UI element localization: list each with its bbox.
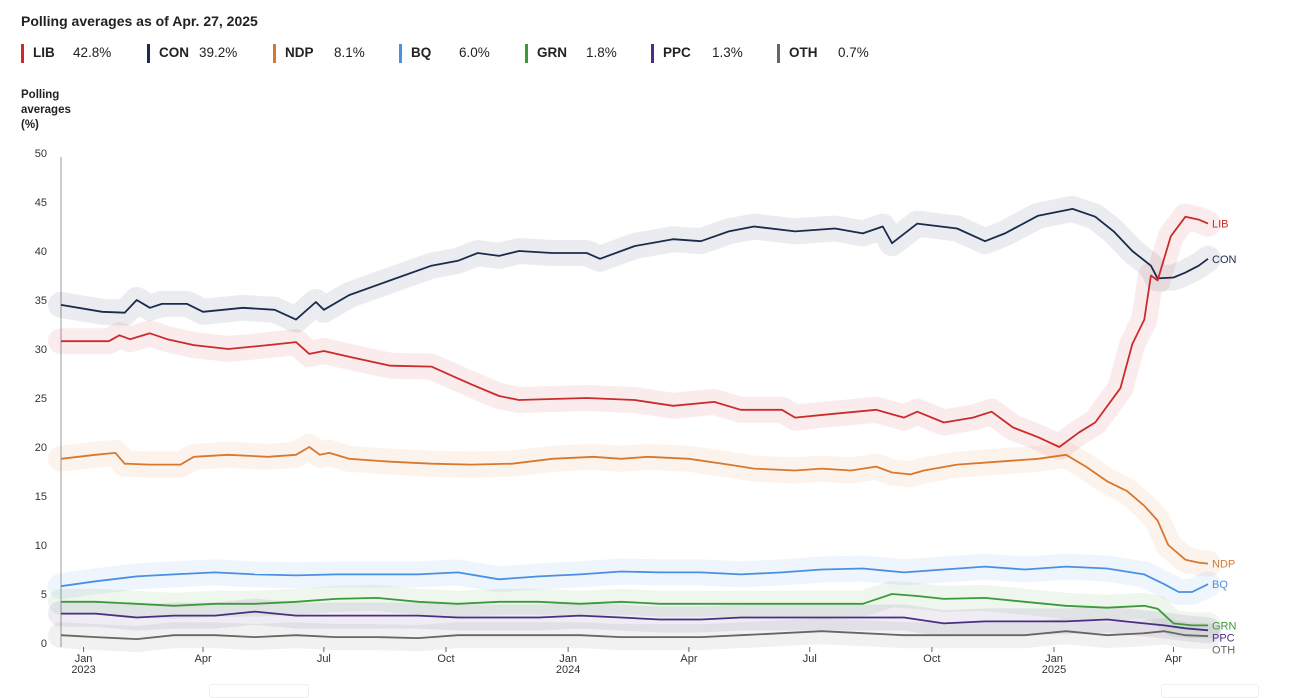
series-line-lib xyxy=(61,215,1209,448)
x-tick-label: Apr xyxy=(1165,653,1182,665)
series-line-oth xyxy=(60,630,1209,640)
y-tick-label: 25 xyxy=(35,393,47,405)
legend-code-con: CON xyxy=(159,45,189,60)
series-band-ndp xyxy=(48,434,1221,577)
series-end-label-oth: OTH xyxy=(1212,644,1235,656)
y-tick-label: 35 xyxy=(35,295,47,307)
x-tick-label: Jan xyxy=(1045,653,1063,665)
series-end-label-lib: LIB xyxy=(1212,219,1229,231)
legend-swatch-oth xyxy=(777,44,780,63)
series-band-bq xyxy=(48,553,1221,605)
x-tick-year-label: 2023 xyxy=(71,664,95,676)
y-tick-label: 40 xyxy=(35,246,47,258)
legend-value-ppc: 1.3% xyxy=(712,45,743,60)
series-end-label-ppc: PPC xyxy=(1212,632,1235,644)
legend-value-ndp: 8.1% xyxy=(334,45,365,60)
x-tick-label: Apr xyxy=(680,653,697,665)
chart-title: Polling averages as of Apr. 27, 2025 xyxy=(21,13,258,29)
series-end-label-ndp: NDP xyxy=(1212,559,1235,571)
y-axis-title-line-3: (%) xyxy=(21,119,39,131)
series-line-bq xyxy=(60,565,1209,593)
y-axis-title-line-1: Polling xyxy=(21,89,60,101)
x-tick-label: Jul xyxy=(317,653,331,665)
y-tick-label: 15 xyxy=(35,491,47,503)
legend-value-lib: 42.8% xyxy=(73,45,112,60)
legend-code-lib: LIB xyxy=(33,45,55,60)
x-tick-label: Apr xyxy=(194,653,211,665)
legend-swatch-bq xyxy=(399,44,402,63)
legend-code-bq: BQ xyxy=(411,45,432,60)
series-line-grn xyxy=(61,593,1208,627)
legend-code-grn: GRN xyxy=(537,45,567,60)
legend-swatch-con xyxy=(147,44,150,63)
legend-swatch-ndp xyxy=(273,44,276,63)
y-tick-label: 20 xyxy=(35,442,47,454)
legend-value-bq: 6.0% xyxy=(459,45,490,60)
legend-swatch-ppc xyxy=(651,44,654,63)
legend-code-ndp: NDP xyxy=(285,45,314,60)
legend-swatch-grn xyxy=(525,44,528,63)
y-axis-title: Polling averages (%) xyxy=(21,88,71,133)
x-tick-label: Jul xyxy=(803,653,817,665)
legend-code-ppc: PPC xyxy=(663,45,691,60)
series-end-label-bq: BQ xyxy=(1212,579,1228,591)
legend-value-grn: 1.8% xyxy=(586,45,617,60)
legend-value-oth: 0.7% xyxy=(838,45,869,60)
x-tick-label: Jan xyxy=(559,653,577,665)
y-tick-label: 0 xyxy=(41,638,47,650)
y-tick-label: 45 xyxy=(35,197,47,209)
scroll-hint-left xyxy=(209,684,309,698)
y-tick-label: 30 xyxy=(35,344,47,356)
x-tick-label: Jan xyxy=(75,653,93,665)
series-band-con xyxy=(48,195,1221,333)
series-line-con xyxy=(60,208,1209,321)
x-tick-year-label: 2024 xyxy=(556,664,580,676)
legend-swatch-lib xyxy=(21,44,24,63)
y-axis-title-line-2: averages xyxy=(21,104,71,116)
legend-value-con: 39.2% xyxy=(199,45,238,60)
series-end-label-con: CON xyxy=(1212,254,1237,266)
y-tick-label: 10 xyxy=(35,540,47,552)
scroll-hint-right xyxy=(1161,684,1259,698)
legend-code-oth: OTH xyxy=(789,45,818,60)
series-line-ndp xyxy=(60,446,1209,565)
x-tick-label: Oct xyxy=(923,653,940,665)
series-line-ppc xyxy=(61,610,1209,632)
y-tick-label: 5 xyxy=(41,589,47,601)
x-tick-label: Oct xyxy=(437,653,454,665)
x-tick-year-label: 2025 xyxy=(1042,664,1066,676)
series-end-label-grn: GRN xyxy=(1212,620,1237,632)
y-tick-label: 50 xyxy=(35,148,47,160)
